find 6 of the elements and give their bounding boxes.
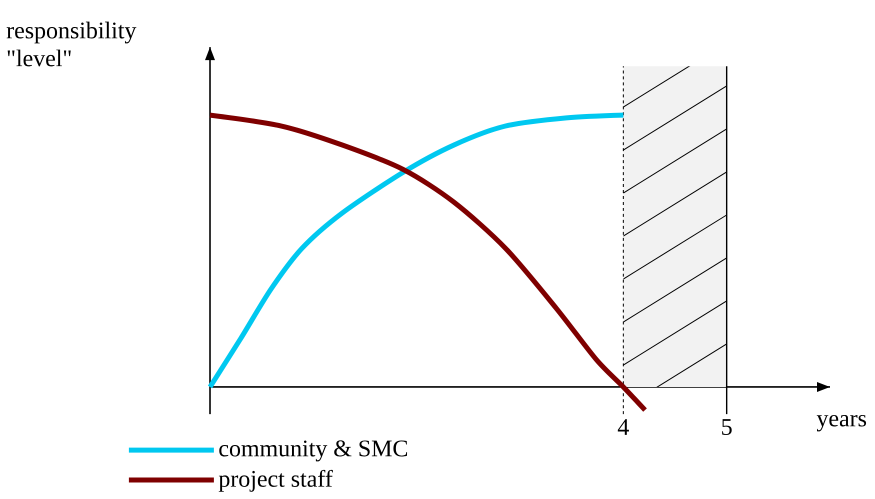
legend-label: community & SMC: [219, 440, 408, 462]
x-tick-label: 4: [618, 419, 629, 435]
y-axis-title: responsibility "level": [6, 22, 136, 66]
x-tick-label: 5: [722, 419, 732, 436]
legend-label: project staff: [218, 470, 333, 492]
x-axis-title: years: [816, 415, 866, 432]
